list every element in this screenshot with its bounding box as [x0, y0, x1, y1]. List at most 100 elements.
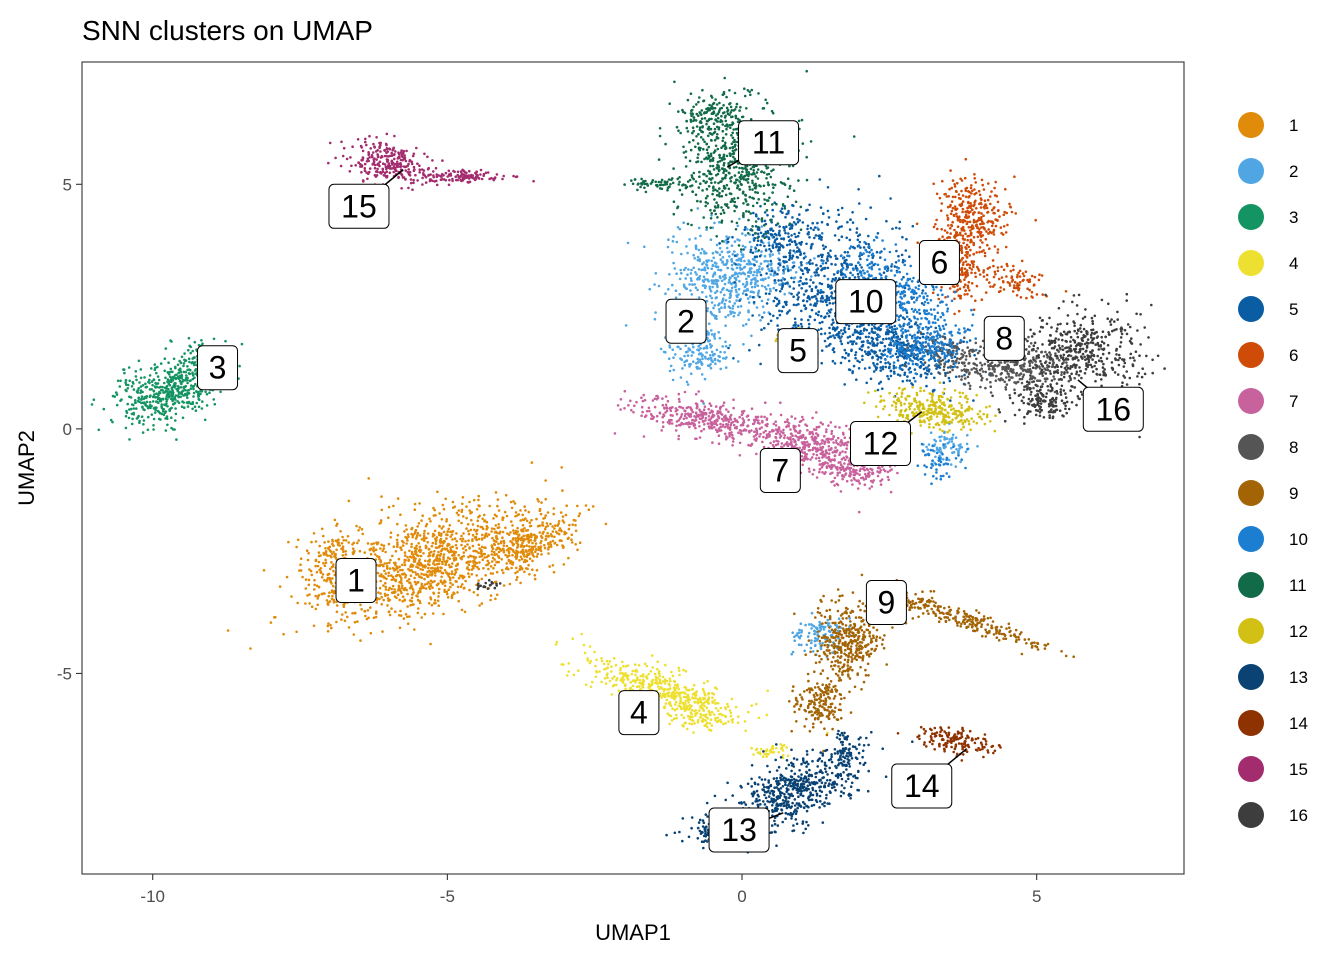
point	[460, 543, 463, 547]
point	[693, 283, 696, 286]
point	[682, 221, 685, 224]
point	[635, 670, 639, 673]
point	[467, 555, 470, 559]
point	[346, 535, 350, 538]
point	[737, 258, 740, 262]
point	[152, 428, 155, 431]
point	[495, 537, 499, 540]
point	[944, 445, 947, 449]
point	[570, 533, 574, 537]
point	[861, 344, 864, 348]
point	[213, 402, 217, 406]
point	[770, 269, 774, 273]
point	[772, 314, 775, 318]
point	[134, 370, 138, 373]
point	[987, 182, 990, 185]
point	[516, 545, 520, 548]
point	[157, 397, 161, 400]
point	[136, 399, 140, 403]
point	[822, 628, 826, 631]
point	[791, 254, 795, 258]
point	[757, 292, 760, 295]
point	[315, 570, 319, 574]
point	[719, 258, 723, 261]
point	[379, 579, 383, 583]
point	[717, 268, 720, 272]
point	[768, 312, 772, 316]
point	[818, 624, 821, 627]
point	[723, 282, 727, 286]
point	[330, 590, 334, 594]
point	[416, 534, 419, 537]
point	[460, 608, 464, 612]
point	[368, 548, 372, 552]
point	[709, 366, 713, 370]
point	[343, 619, 347, 623]
point	[924, 371, 927, 375]
point	[773, 281, 777, 285]
point	[451, 500, 455, 504]
point	[784, 282, 787, 286]
point	[960, 446, 964, 449]
point	[152, 424, 155, 427]
point	[717, 308, 721, 311]
point	[417, 549, 421, 553]
point	[493, 563, 497, 567]
point	[808, 203, 811, 207]
point	[771, 253, 774, 256]
point	[608, 660, 612, 663]
point	[494, 580, 498, 584]
point	[666, 688, 669, 691]
point	[307, 583, 311, 587]
point	[677, 687, 680, 691]
point	[509, 500, 513, 504]
point	[718, 253, 722, 256]
point	[777, 252, 781, 255]
point	[307, 578, 311, 582]
point	[162, 413, 166, 417]
point	[791, 216, 794, 219]
point	[805, 209, 808, 212]
point	[147, 380, 150, 384]
point	[344, 611, 348, 614]
point	[613, 657, 616, 660]
point	[301, 575, 304, 579]
point	[407, 558, 411, 562]
point	[689, 272, 693, 275]
point	[408, 599, 412, 602]
point	[329, 567, 332, 571]
point	[675, 240, 679, 244]
point	[943, 430, 946, 434]
point	[701, 353, 704, 357]
point	[163, 381, 166, 385]
point	[953, 355, 957, 359]
point	[187, 357, 191, 361]
point	[402, 541, 405, 544]
point	[444, 563, 448, 566]
point	[537, 545, 540, 549]
point	[518, 568, 521, 571]
point	[429, 570, 433, 574]
point	[734, 263, 737, 266]
point	[130, 385, 134, 388]
point	[367, 616, 370, 620]
point	[316, 597, 320, 600]
point	[885, 219, 888, 223]
point	[791, 631, 794, 634]
point	[656, 667, 659, 671]
point	[823, 332, 827, 335]
point	[836, 208, 840, 212]
point	[335, 610, 339, 614]
point	[433, 602, 436, 605]
point	[416, 531, 420, 535]
point	[792, 264, 796, 268]
point	[431, 534, 435, 538]
point	[523, 545, 526, 548]
point	[191, 349, 194, 353]
point	[980, 212, 983, 215]
point	[197, 405, 201, 409]
point	[166, 423, 169, 427]
point	[678, 293, 681, 296]
point	[964, 450, 968, 454]
point	[467, 575, 471, 578]
